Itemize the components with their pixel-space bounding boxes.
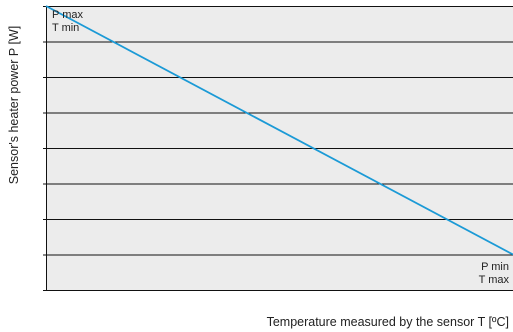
annotation-p-max: P max — [52, 9, 83, 21]
gridlines — [46, 6, 513, 291]
annotation-p-min: P min — [481, 261, 509, 273]
series-group — [45, 5, 513, 256]
series-line-1 — [45, 5, 513, 256]
y-axis-label: Sensor's heater power P [W] — [7, 26, 21, 184]
y-axis-ticks — [43, 6, 46, 291]
x-axis-label: Temperature measured by the sensor T [ºC… — [267, 315, 509, 329]
annotation-t-min: T min — [52, 22, 79, 34]
annotation-t-max: T max — [479, 274, 510, 286]
